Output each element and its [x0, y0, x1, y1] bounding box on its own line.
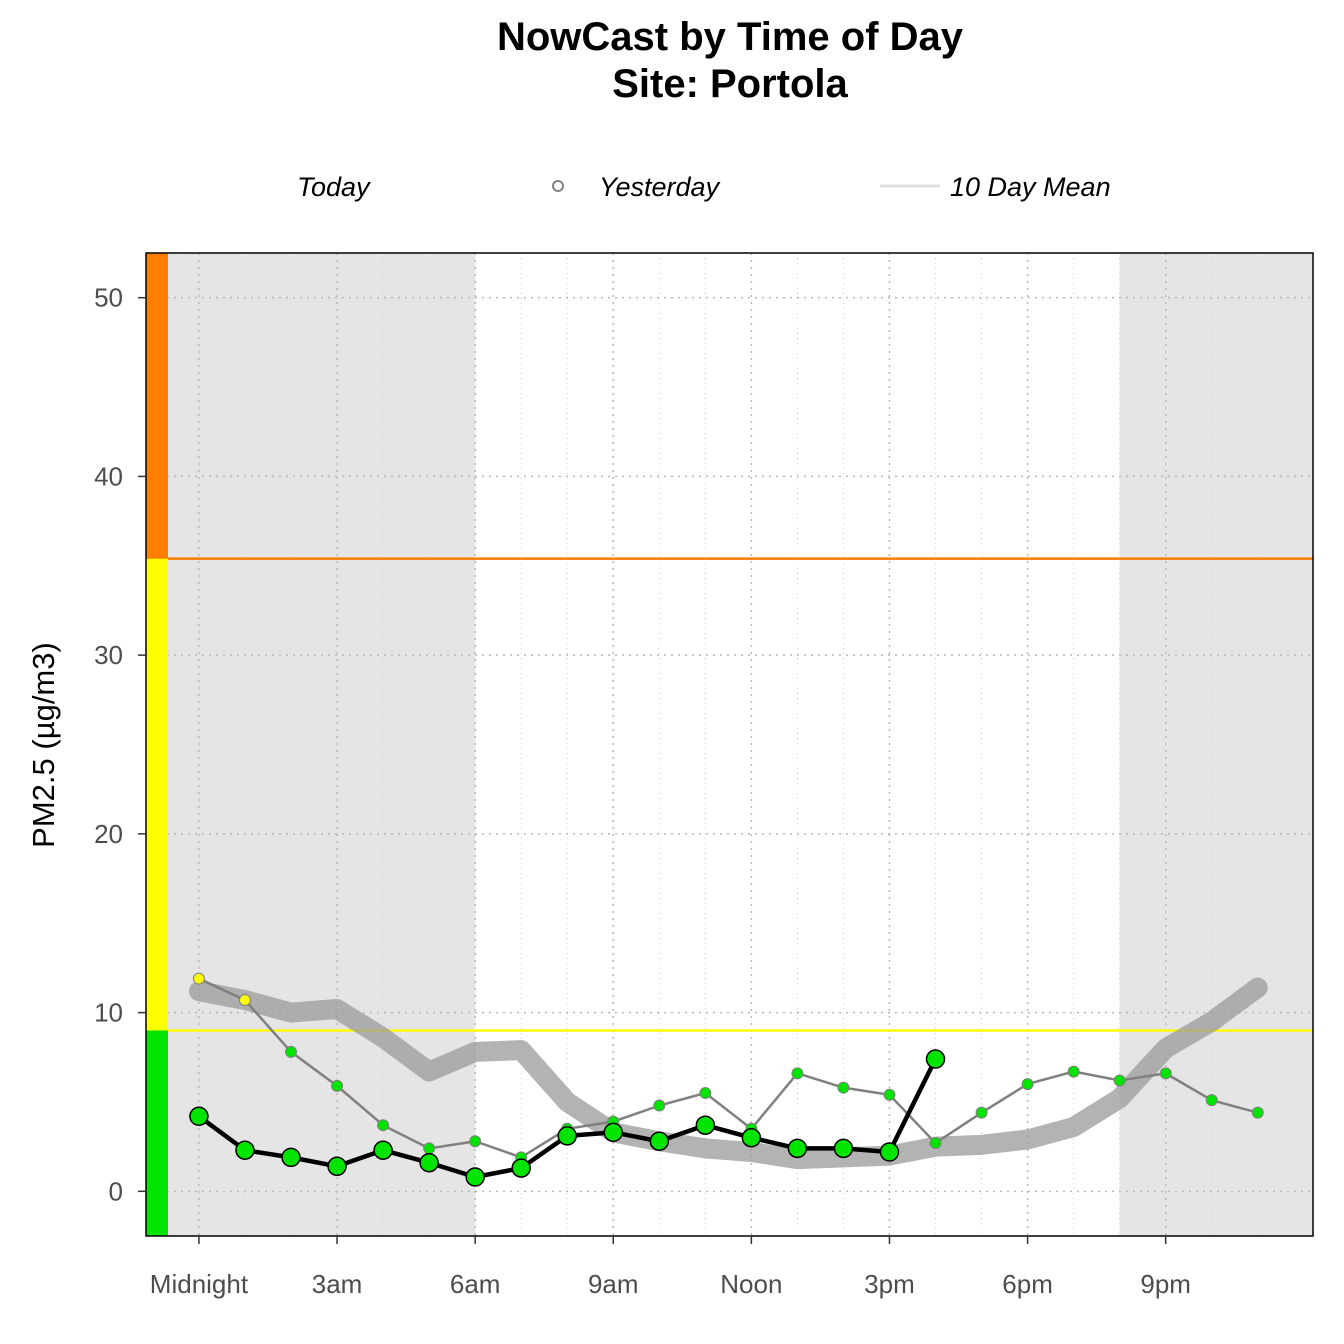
- yesterday-point: [285, 1045, 298, 1058]
- y-tick-label: 0: [109, 1176, 123, 1206]
- plot-area: [145, 252, 1314, 1237]
- x-tick-label: 3am: [312, 1269, 363, 1299]
- today-point: [649, 1131, 670, 1152]
- aqi-band: [146, 1030, 168, 1236]
- chart-title: NowCast by Time of Day: [497, 15, 964, 59]
- today-point: [465, 1167, 485, 1187]
- x-tick-label: 9am: [588, 1269, 639, 1299]
- yesterday-point: [192, 972, 205, 985]
- series-yesterday-line: [198, 977, 1259, 1159]
- yesterday-point: [469, 1135, 482, 1148]
- y-tick-label: 50: [94, 283, 123, 313]
- night-shading-0: [146, 253, 476, 1236]
- today-point: [557, 1126, 577, 1146]
- series-10-day-mean-line: [188, 977, 1268, 1170]
- yesterday-point: [975, 1106, 988, 1119]
- plot-border: [145, 252, 1314, 1237]
- today-point: [281, 1147, 301, 1168]
- yesterday-point: [883, 1088, 896, 1101]
- yesterday-point: [1021, 1078, 1034, 1091]
- x-tick-label: Midnight: [150, 1269, 249, 1299]
- y-axis: 0 10 20 30 40 50: [94, 283, 146, 1206]
- x-tick-label: 3pm: [864, 1269, 915, 1299]
- x-tick-label: 6pm: [1002, 1269, 1053, 1299]
- y-tick-label: 40: [94, 461, 123, 491]
- today-point: [741, 1127, 762, 1148]
- yesterday-point: [1067, 1065, 1080, 1078]
- legend-label-10-day-mean: 10 Day Mean: [950, 172, 1111, 202]
- today-point: [879, 1142, 900, 1162]
- yesterday-point: [331, 1079, 344, 1092]
- yesterday-point: [699, 1087, 712, 1100]
- today-point: [511, 1158, 531, 1178]
- yesterday-point: [1159, 1067, 1172, 1080]
- yesterday-point: [837, 1081, 850, 1094]
- yesterday-point: [791, 1067, 804, 1080]
- yesterday-point: [1205, 1094, 1218, 1107]
- x-tick-label: 6am: [450, 1269, 501, 1299]
- today-point: [833, 1138, 854, 1159]
- y-tick-label: 20: [94, 819, 123, 849]
- legend-label-today: Today: [297, 172, 371, 202]
- today-point: [373, 1140, 393, 1160]
- x-tick-label: Noon: [720, 1269, 782, 1299]
- yesterday-point: [1251, 1106, 1264, 1119]
- today-point: [419, 1152, 439, 1173]
- today-point: [787, 1138, 808, 1159]
- y-tick-label: 30: [94, 640, 123, 670]
- x-axis: Midnight 3am 6am 9am Noon 3pm 6pm 9pm: [150, 1236, 1191, 1299]
- yesterday-point: [929, 1137, 942, 1150]
- chart-subtitle: Site: Portola: [612, 62, 848, 106]
- x-tick-label: 9pm: [1140, 1269, 1191, 1299]
- today-point: [327, 1156, 347, 1177]
- yesterday-point: [423, 1142, 436, 1155]
- today-point: [235, 1140, 255, 1160]
- today-point: [695, 1115, 716, 1135]
- legend: Today Yesterday 10 Day Mean: [297, 172, 1111, 202]
- yesterday-point: [377, 1119, 390, 1132]
- today-point: [189, 1106, 209, 1127]
- y-axis-label: PM2.5 (µg/m3): [26, 642, 61, 848]
- aqi-band: [146, 253, 168, 559]
- today-point: [925, 1049, 946, 1069]
- today-point: [603, 1122, 624, 1143]
- yesterday-point: [653, 1099, 666, 1112]
- yesterday-point: [1113, 1074, 1126, 1087]
- legend-yesterday-symbol: [552, 180, 564, 192]
- yesterday-point: [238, 994, 251, 1007]
- aqi-band: [146, 558, 168, 1031]
- y-tick-label: 10: [94, 998, 123, 1028]
- night-shading-1: [1119, 253, 1313, 1236]
- legend-label-yesterday: Yesterday: [599, 172, 721, 202]
